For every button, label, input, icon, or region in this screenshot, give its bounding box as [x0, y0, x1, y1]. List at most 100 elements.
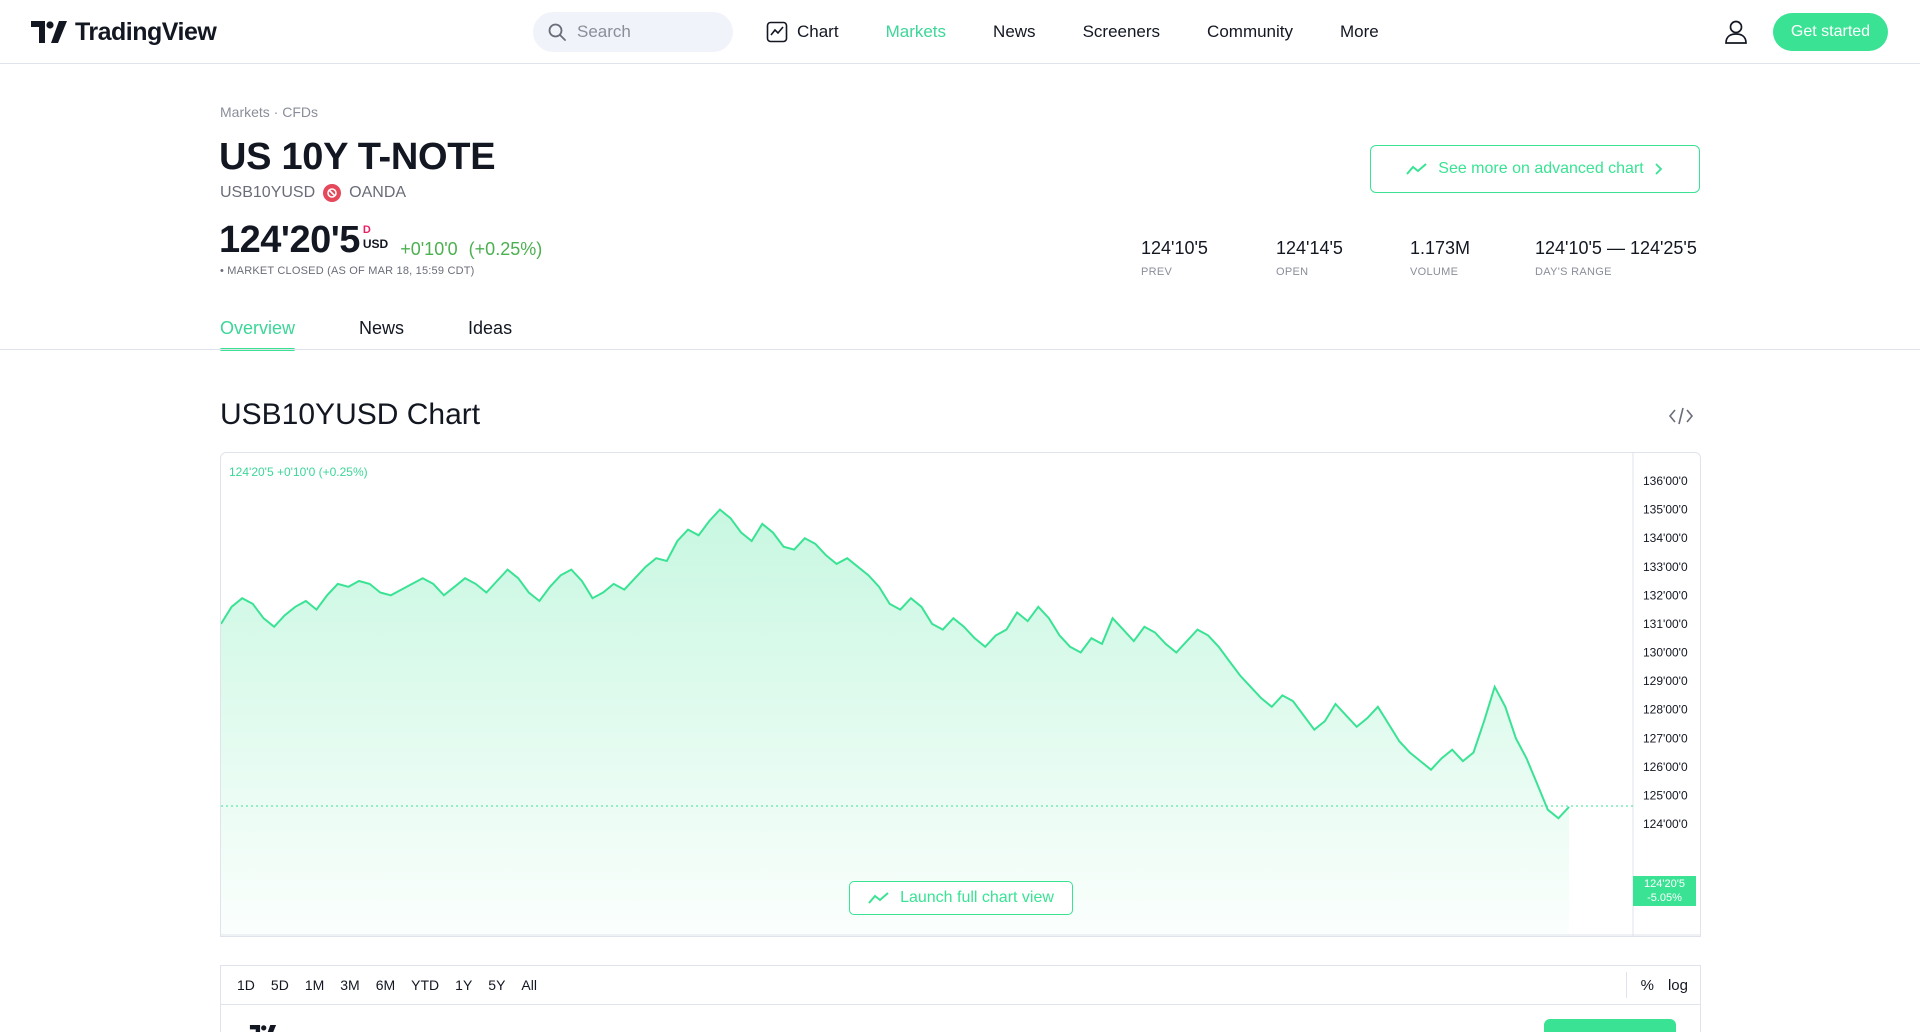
price-line	[221, 508, 1570, 820]
stat-volume: 1.173M VOLUME	[1410, 238, 1535, 278]
tradingview-logo-icon	[31, 21, 67, 43]
price-axis-tick: 125'00'0	[1643, 788, 1688, 802]
stat-value: 124'14'5	[1276, 238, 1343, 258]
price-axis-tick: 127'00'0	[1643, 731, 1688, 745]
price-axis-tick: 133'00'0	[1643, 560, 1688, 574]
search-bar[interactable]	[533, 12, 733, 52]
nav-item-label: News	[993, 22, 1036, 41]
trend-icon	[868, 892, 889, 904]
symbol-tabs: Overview News Ideas	[220, 306, 576, 351]
stat-open: 124'14'5 OPEN	[1276, 238, 1410, 278]
market-status: • MARKET CLOSED (AS OF MAR 18, 15:59 CDT…	[220, 265, 475, 277]
ticker-symbol: USB10YUSD	[220, 184, 316, 201]
currency-label: USD	[362, 237, 389, 251]
trend-icon	[1406, 163, 1427, 175]
range-5y[interactable]: 5Y	[488, 977, 506, 993]
page-title: US 10Y T-NOTE	[219, 136, 496, 178]
range-ytd[interactable]: YTD	[411, 977, 440, 993]
range-selector: 1D 5D 1M 3M 6M YTD 1Y 5Y All % log	[220, 965, 1701, 1005]
search-icon	[548, 23, 566, 41]
stat-prev: 124'10'5 PREV	[1141, 238, 1276, 278]
tab-ideas[interactable]: Ideas	[468, 318, 513, 338]
nav-item-chart[interactable]: Chart	[766, 21, 839, 43]
chart-legend: 124'20'5 +0'10'0 (+0.25%)	[229, 465, 368, 479]
price-change-abs: +0'10'0	[400, 239, 458, 259]
stat-label: DAY'S RANGE	[1535, 266, 1612, 278]
stat-label: OPEN	[1276, 266, 1309, 278]
last-price-tag-change: -5.05%	[1647, 892, 1682, 904]
launch-full-chart-button[interactable]: Launch full chart view	[849, 881, 1073, 915]
oanda-logo-icon	[323, 184, 342, 202]
breadcrumb[interactable]: Markets · CFDs	[220, 104, 318, 120]
chevron-right-icon	[1655, 163, 1663, 175]
range-5d[interactable]: 5D	[270, 977, 289, 993]
nav-item-community[interactable]: Community	[1207, 22, 1293, 42]
tradingview-logo[interactable]: TradingView	[31, 17, 217, 47]
price-block: 124'20'5 D USD +0'10'0 (+0.25%)	[219, 219, 542, 262]
tab-news[interactable]: News	[359, 318, 405, 338]
price-axis-tick: 130'00'0	[1643, 646, 1688, 660]
stat-days-range: 124'10'5 — 124'25'5 DAY'S RANGE	[1535, 238, 1697, 278]
main-nav: Chart Markets News Screeners Community M…	[766, 0, 1426, 64]
price-axis-tick: 135'00'0	[1643, 503, 1688, 517]
log-scale-toggle[interactable]: log	[1667, 976, 1688, 994]
price-axis-tick: 124'00'0	[1643, 817, 1688, 831]
range-6m[interactable]: 6M	[375, 977, 396, 993]
stat-value: 124'10'5	[1141, 238, 1208, 258]
price-change: +0'10'0 (+0.25%)	[400, 239, 542, 260]
stat-label: PREV	[1141, 266, 1173, 278]
price-chart-canvas[interactable]: 136'00'0 135'00'0 134'00'0 133'00'0 132'00'0…	[221, 453, 1701, 937]
last-price-tag-value: 124'20'5	[1644, 878, 1685, 890]
embed-code-icon[interactable]	[1668, 405, 1694, 427]
nav-item-label: Chart	[797, 22, 839, 41]
nav-item-more[interactable]: More	[1340, 22, 1379, 42]
advanced-chart-button[interactable]: See more on advanced chart	[1370, 145, 1700, 193]
last-price: 124'20'5	[219, 219, 360, 261]
stat-value: 124'10'5 — 124'25'5	[1535, 238, 1697, 258]
chart-icon	[766, 21, 788, 43]
price-axis-tick: 132'00'0	[1643, 588, 1688, 602]
chart-footer	[220, 1005, 1701, 1032]
nav-item-screeners[interactable]: Screeners	[1083, 22, 1160, 42]
nav-item-label: Markets	[885, 22, 947, 41]
footer-cta-button[interactable]	[1544, 1019, 1676, 1032]
price-axis: 136'00'0 135'00'0 134'00'0 133'00'0 132'00'0…	[1643, 474, 1688, 831]
tab-overview[interactable]: Overview	[220, 306, 296, 351]
user-icon[interactable]	[1722, 18, 1750, 46]
tabs-divider	[0, 349, 1920, 350]
launch-full-chart-label: Launch full chart view	[900, 889, 1054, 906]
price-axis-tick: 131'00'0	[1643, 617, 1688, 631]
symbol-subtitle: USB10YUSD OANDA	[220, 184, 406, 202]
nav-item-label: More	[1340, 22, 1379, 41]
nav-item-label: Screeners	[1082, 22, 1161, 41]
price-axis-tick: 134'00'0	[1643, 531, 1688, 545]
nav-item-label: Community	[1207, 22, 1294, 41]
exchange-name[interactable]: OANDA	[349, 184, 407, 201]
price-change-pct: (+0.25%)	[468, 239, 543, 259]
stat-label: VOLUME	[1410, 266, 1459, 278]
range-1y[interactable]: 1Y	[455, 977, 473, 993]
range-1d[interactable]: 1D	[237, 977, 255, 993]
chart-section-title: USB10YUSD Chart	[220, 398, 481, 431]
key-stats: 124'10'5 PREV 124'14'5 OPEN 1.173M VOLUM…	[1141, 238, 1697, 278]
last-price-tag: 124'20'5 -5.05%	[1633, 876, 1696, 906]
advanced-chart-label: See more on advanced chart	[1438, 160, 1644, 177]
get-started-button[interactable]: Get started	[1773, 13, 1888, 51]
brand-name: TradingView	[75, 17, 217, 46]
price-chart[interactable]: 136'00'0 135'00'0 134'00'0 133'00'0 132'00'0…	[220, 452, 1701, 937]
search-input[interactable]	[577, 22, 717, 42]
range-3m[interactable]: 3M	[340, 977, 360, 993]
top-navigation-bar: TradingView Chart Markets News Screeners…	[0, 0, 1920, 64]
range-1m[interactable]: 1M	[304, 977, 325, 993]
nav-item-markets[interactable]: Markets	[886, 22, 946, 42]
stat-value: 1.173M	[1410, 238, 1471, 258]
nav-item-news[interactable]: News	[993, 22, 1036, 42]
delayed-flag: D	[362, 224, 371, 236]
price-axis-tick: 129'00'0	[1643, 674, 1688, 688]
price-axis-tick: 136'00'0	[1643, 474, 1688, 488]
price-axis-tick: 126'00'0	[1643, 760, 1688, 774]
range-all[interactable]: All	[521, 977, 537, 993]
scale-options: % log	[1625, 972, 1700, 998]
price-area-fill	[221, 509, 1569, 935]
percent-scale-toggle[interactable]: %	[1640, 976, 1654, 994]
